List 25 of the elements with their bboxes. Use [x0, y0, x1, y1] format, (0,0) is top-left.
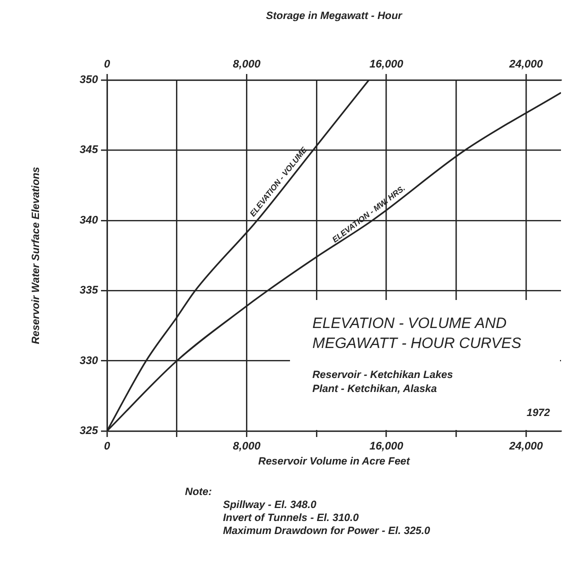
y-tick-label: 340 [80, 214, 99, 226]
x2-tick-label: 16,000 [370, 58, 404, 70]
x-tick-label: 0 [104, 440, 111, 453]
text: Spillway - El. 348.0 [222, 499, 318, 512]
text: Maximum Drawdown for Power - El. 325.0 [222, 525, 430, 538]
annotation: Reservoir - Ketchikan Lakes [312, 368, 454, 382]
x-tick-label: 8,000 [232, 440, 262, 453]
y-axis-title: Reservoir Water Surface Elevations [30, 166, 42, 344]
y-tick-label: 350 [80, 74, 99, 86]
annotation: Plant - Ketchikan, Alaska [312, 382, 438, 396]
y-tick-label: 330 [80, 354, 99, 367]
text: Invert of Tunnels - El. 310.0 [222, 512, 360, 525]
x-axis-title: Reservoir Volume in Acre Feet [258, 456, 410, 468]
x2-tick-label: 0 [104, 58, 111, 70]
y-tick-label: 345 [80, 144, 99, 156]
x2-axis-title: Storage in Megawatt - Hour [266, 10, 403, 22]
x2-tick-label: 24,000 [508, 58, 544, 70]
x-tick-label: 24,000 [508, 440, 544, 453]
y-tick-label: 335 [80, 284, 99, 297]
x2-tick-label: 8,000 [232, 58, 262, 70]
text: ELEVATION - VOLUME AND MEGAWATT - HOUR CURVES [312, 314, 522, 354]
annotation: 1972 [526, 406, 550, 420]
text: Note: [185, 486, 213, 499]
x-tick-label: 16,000 [370, 440, 404, 453]
y-tick-label: 325 [80, 425, 99, 438]
